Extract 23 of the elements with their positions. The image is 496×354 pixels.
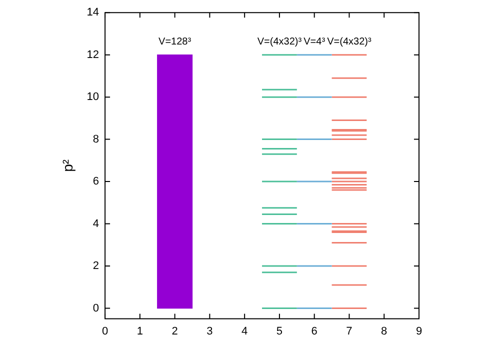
annotation: V=128³ bbox=[158, 36, 192, 48]
x-tick-label: 9 bbox=[416, 325, 422, 338]
y-tick-label: 8 bbox=[92, 133, 100, 146]
annotation: V=(4x32)³ bbox=[327, 36, 372, 48]
y-tick-label: 0 bbox=[92, 302, 100, 314]
x-tick-label: 6 bbox=[311, 325, 318, 338]
x-tick-label: 1 bbox=[136, 325, 143, 338]
y-tick-label: 4 bbox=[92, 218, 100, 230]
annotation: V=(4x32)³ bbox=[257, 36, 302, 48]
x-tick-label: 8 bbox=[381, 325, 388, 338]
y-tick-label: 2 bbox=[92, 260, 100, 272]
x-tick-label: 4 bbox=[242, 325, 248, 338]
x-tick-label: 0 bbox=[102, 325, 108, 338]
y-tick-label: 10 bbox=[86, 91, 100, 104]
annotation: V=4³ bbox=[304, 36, 326, 48]
y-axis-title: p² bbox=[59, 159, 76, 172]
x-tick-label: 7 bbox=[346, 325, 352, 338]
y-tick-label: 12 bbox=[86, 48, 100, 61]
x-tick-label: 3 bbox=[206, 325, 213, 338]
y-tick-label: 14 bbox=[86, 6, 100, 19]
x-tick-label: 2 bbox=[172, 325, 178, 338]
y-tick-label: 6 bbox=[92, 176, 100, 188]
x-tick-label: 5 bbox=[276, 325, 283, 338]
